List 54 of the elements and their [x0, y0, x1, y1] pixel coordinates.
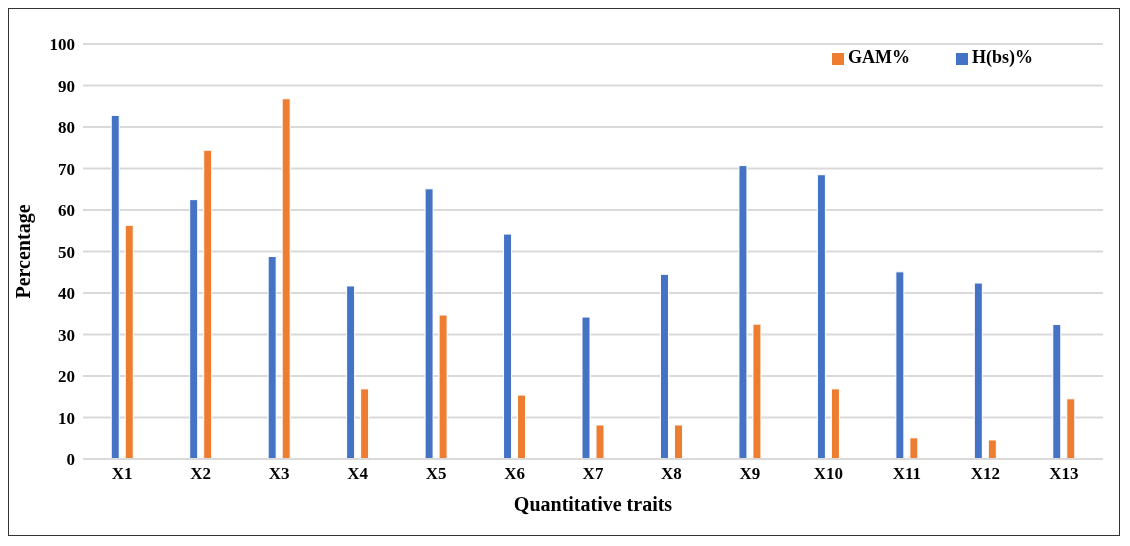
bar	[738, 165, 748, 459]
bar	[203, 149, 213, 459]
bar	[189, 199, 199, 459]
x-tick-label: X11	[892, 464, 922, 484]
legend-label: H(bs)%	[971, 47, 1033, 67]
bar	[1066, 398, 1076, 459]
bar	[673, 424, 683, 459]
x-tick-label: X7	[582, 464, 604, 484]
bar	[752, 323, 762, 459]
bar	[438, 314, 448, 459]
x-tick-label: X2	[190, 464, 212, 484]
y-tick-label: 20	[58, 367, 75, 387]
bar	[1052, 324, 1062, 459]
x-tick-label: X5	[425, 464, 447, 484]
bar	[281, 98, 291, 459]
x-tick-label: X13	[1049, 464, 1079, 484]
bar	[124, 224, 134, 459]
bar	[987, 439, 997, 459]
x-tick-label: X3	[268, 464, 290, 484]
bar	[895, 271, 905, 459]
x-tick-label: X6	[504, 464, 525, 484]
y-tick-label: 60	[58, 201, 75, 221]
x-tick-label: X4	[347, 464, 369, 484]
y-tick-label: 70	[58, 159, 75, 179]
y-tick-label: 80	[58, 118, 75, 138]
bar	[909, 437, 919, 459]
x-tick-label: X8	[661, 464, 682, 484]
bar	[360, 388, 370, 459]
x-tick-label: X1	[111, 464, 133, 484]
bar	[973, 282, 983, 459]
bar	[517, 394, 527, 459]
x-tick-label: X10	[813, 464, 844, 484]
bar	[110, 114, 120, 459]
bar	[503, 233, 513, 459]
bar	[830, 388, 840, 459]
y-tick-label: 10	[58, 408, 75, 428]
bar	[659, 273, 669, 459]
bar	[267, 255, 277, 459]
x-axis-title: Quantitative traits	[513, 493, 673, 515]
legend-label: GAM%	[847, 47, 910, 67]
y-tick-label: 40	[58, 284, 75, 304]
bar	[424, 188, 434, 459]
x-tick-label: X12	[970, 464, 1000, 484]
y-tick-label: 0	[66, 450, 75, 470]
y-tick-label: 50	[58, 242, 75, 262]
bar	[346, 285, 356, 459]
bar	[581, 316, 591, 459]
x-tick-label: X9	[739, 464, 761, 484]
y-tick-label: 30	[58, 325, 75, 345]
y-tick-label: 90	[58, 76, 75, 96]
bar	[816, 174, 826, 459]
y-axis-title: Percentage	[12, 204, 36, 299]
bar	[595, 424, 605, 459]
y-tick-label: 100	[49, 35, 75, 55]
